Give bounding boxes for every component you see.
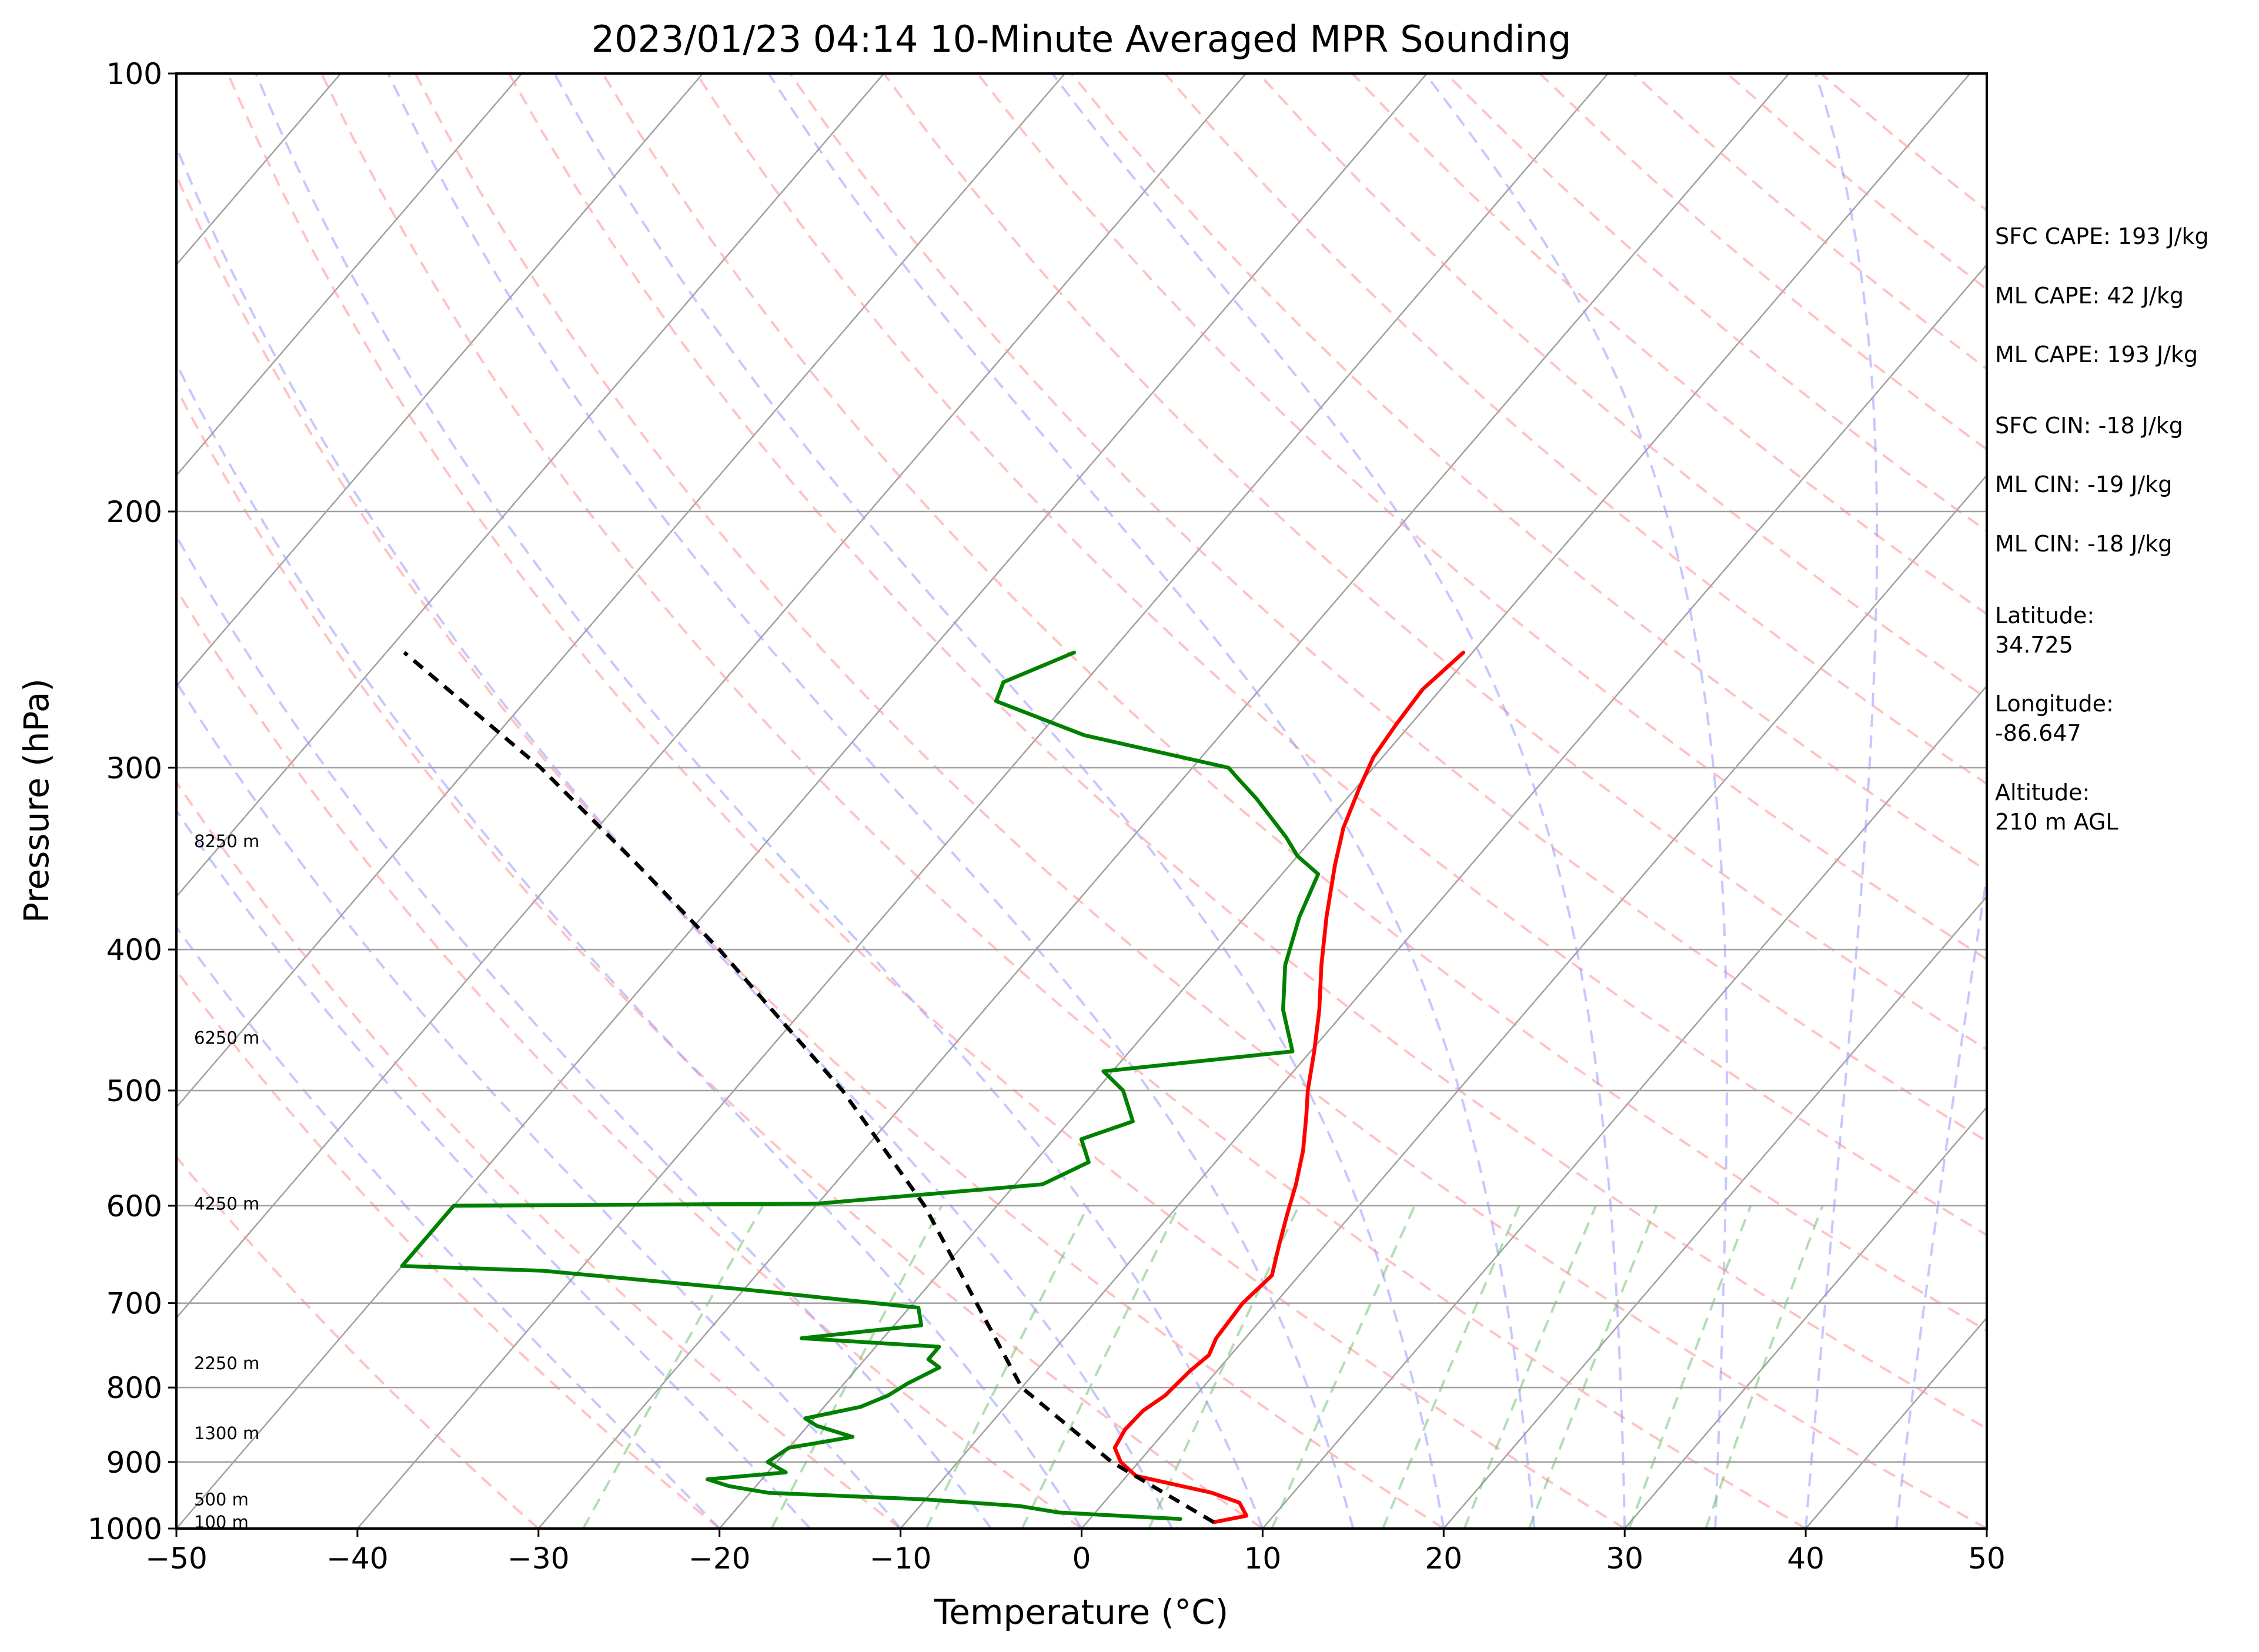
height-label: 8250 m <box>194 831 259 851</box>
dry-adiabat-line <box>1070 73 1987 872</box>
moist-adiabat-line <box>553 73 1445 1529</box>
longitude-label: Longitude: <box>1995 691 2114 717</box>
dry-adiabat-line <box>601 73 1987 1332</box>
dry-adiabat-line <box>176 587 1082 1529</box>
altitude-value: 210 m AGL <box>1995 809 2118 835</box>
isotherm-line <box>176 73 1428 1529</box>
stat-sfc-cape: SFC CAPE: 193 J/kg <box>1995 223 2209 249</box>
moist-adiabat-line <box>176 361 1083 1529</box>
y-tick-label: 200 <box>106 495 162 529</box>
isotherm-line <box>176 73 1066 1109</box>
y-axis-label: Pressure (hPa) <box>16 678 56 923</box>
x-tick-label: −10 <box>870 1541 932 1576</box>
dry-adiabat-line <box>320 73 1807 1529</box>
x-tick-label: 50 <box>1968 1541 2006 1576</box>
x-tick-label: 0 <box>1072 1541 1091 1576</box>
x-tick-label: 20 <box>1425 1541 1462 1576</box>
sounding-series <box>400 650 1466 1524</box>
height-label: 500 m <box>194 1490 249 1510</box>
stat-sfc-cin: SFC CIN: -18 J/kg <box>1995 413 2183 439</box>
longitude-value: -86.647 <box>1995 720 2081 746</box>
isotherm-line <box>1443 895 1987 1529</box>
stat-ml-cin-1: ML CIN: -19 J/kg <box>1995 471 2172 497</box>
stat-ml-cin-2: ML CIN: -18 J/kg <box>1995 531 2172 557</box>
y-axis-ticks: 1000 900 800 700 600 500 400 300 200 100 <box>88 57 176 1546</box>
x-tick-label: 30 <box>1606 1541 1643 1576</box>
chart-title: 2023/01/23 04:14 10-Minute Averaged MPR … <box>592 18 1572 61</box>
isotherm-line <box>176 73 523 477</box>
isotherm-line <box>1624 1106 1987 1529</box>
isotherm-line <box>1262 684 1987 1529</box>
x-tick-label: 40 <box>1787 1541 1824 1576</box>
dry-adiabat-line <box>176 386 1264 1529</box>
isotherm-line <box>1081 474 1987 1529</box>
altitude-label: Altitude: <box>1995 780 2090 805</box>
dry-adiabat-line <box>976 73 1987 961</box>
latitude-label: Latitude: <box>1995 603 2094 628</box>
moist-adiabat-line <box>255 73 1264 1529</box>
stat-ml-cape-2: ML CAPE: 193 J/kg <box>1995 342 2198 367</box>
pressure-grid <box>176 73 1987 1529</box>
moist-adiabat-line <box>1895 869 1987 1529</box>
x-axis-label: Temperature (°C) <box>934 1592 1229 1632</box>
moist-adiabat-line <box>1051 73 1626 1529</box>
height-label: 2250 m <box>194 1353 259 1373</box>
height-label: 1300 m <box>194 1423 259 1443</box>
y-tick-label: 300 <box>106 751 162 785</box>
x-tick-label: −40 <box>326 1541 389 1576</box>
isotherm-line <box>176 73 1247 1319</box>
y-tick-label: 400 <box>106 933 162 967</box>
moist-adiabat-line <box>767 73 1536 1529</box>
isotherm-line <box>900 263 1987 1529</box>
dry-adiabat-line <box>883 73 1987 1051</box>
y-tick-label: 700 <box>106 1287 162 1321</box>
x-tick-label: 10 <box>1244 1541 1282 1576</box>
y-tick-label: 1000 <box>88 1512 162 1546</box>
y-tick-label: 900 <box>106 1446 162 1480</box>
dry-adiabat-line <box>507 73 1987 1430</box>
x-tick-label: −50 <box>145 1541 208 1576</box>
dry-adiabat-line <box>176 1155 540 1529</box>
height-label: 4250 m <box>194 1193 259 1213</box>
background-lines <box>176 73 1987 1529</box>
latitude-value: 34.725 <box>1995 632 2073 658</box>
y-tick-label: 800 <box>106 1371 162 1405</box>
dry-adiabat-line <box>1258 73 1987 700</box>
isotherm-line <box>537 73 1790 1529</box>
isotherm-line <box>176 73 704 687</box>
y-tick-label: 100 <box>106 57 162 91</box>
moist-adiabat-line <box>1424 73 1728 1529</box>
plot-background <box>176 73 1987 1529</box>
dry-adiabat-line <box>414 73 1987 1529</box>
dewpoint-line <box>400 650 1321 1521</box>
height-label: 6250 m <box>194 1028 259 1048</box>
mixing-ratio-line <box>582 1205 764 1529</box>
temperature-line <box>1112 650 1466 1524</box>
dry-adiabat-line <box>176 968 720 1529</box>
dry-adiabat-line <box>789 73 1987 1143</box>
stats-panel: SFC CAPE: 193 J/kg ML CAPE: 42 J/kg ML C… <box>1995 223 2209 835</box>
y-tick-label: 600 <box>106 1189 162 1223</box>
moist-adiabat-line <box>387 73 1355 1529</box>
x-tick-label: −30 <box>507 1541 570 1576</box>
dry-adiabat-line <box>176 172 1445 1529</box>
moist-adiabat-line <box>176 144 1174 1529</box>
moist-adiabat-line <box>176 534 993 1529</box>
y-tick-label: 500 <box>106 1074 162 1108</box>
isotherm-line <box>176 73 885 898</box>
moist-adiabat-line <box>1804 73 1879 1529</box>
stat-ml-cape-1: ML CAPE: 42 J/kg <box>1995 283 2184 309</box>
moist-adiabat-line <box>176 680 902 1529</box>
x-tick-label: −20 <box>689 1541 751 1576</box>
isotherm-line <box>356 73 1609 1529</box>
x-axis-ticks: −50 −40 −30 −20 −10 0 10 20 30 40 50 <box>145 1529 2006 1576</box>
isotherm-line <box>719 73 1971 1529</box>
